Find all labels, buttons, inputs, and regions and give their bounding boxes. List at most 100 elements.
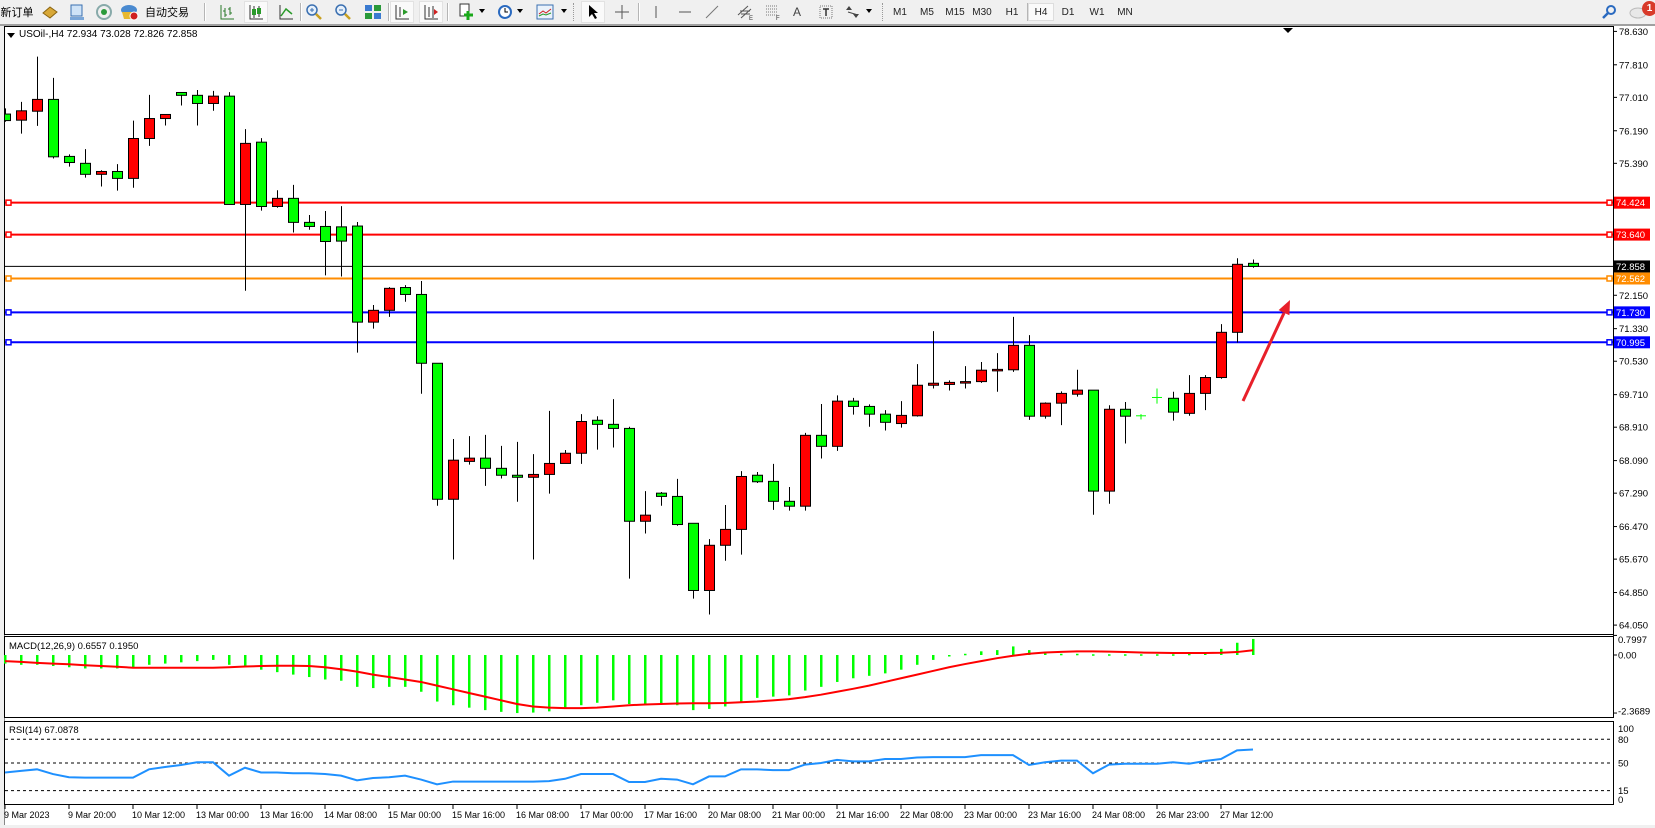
candlestick-icon[interactable] xyxy=(244,1,268,23)
timeframe-m30[interactable]: M30 xyxy=(972,6,992,18)
timeframe-mn[interactable]: MN xyxy=(1117,6,1133,18)
zoom-out-icon[interactable] xyxy=(332,2,354,22)
timeframe-m15[interactable]: M15 xyxy=(945,6,965,18)
timeframe-m1[interactable]: M1 xyxy=(893,6,907,18)
macd-histogram-bar xyxy=(84,655,87,669)
macd-histogram-bar xyxy=(260,655,263,670)
price-tick-label: 77.810 xyxy=(1619,60,1648,71)
macd-histogram-bar xyxy=(420,655,423,692)
text-icon[interactable]: A xyxy=(792,5,801,19)
candle-body xyxy=(16,110,27,121)
vertical-line-icon[interactable] xyxy=(645,2,667,22)
timeframe-h4[interactable]: H4 xyxy=(1028,3,1054,21)
macd-histogram-bar xyxy=(1236,642,1239,655)
candle-body xyxy=(432,362,443,500)
candle-body xyxy=(96,170,107,175)
trendline-icon[interactable] xyxy=(701,2,723,22)
candle-body xyxy=(1056,392,1067,404)
macd-tick-label: 0.7997 xyxy=(1618,635,1647,646)
time-tick-label: 27 Mar 12:00 xyxy=(1220,810,1273,820)
timeframe-d1[interactable]: D1 xyxy=(1061,6,1075,18)
macd-histogram-bar xyxy=(772,655,775,697)
line-chart-icon[interactable] xyxy=(275,2,297,22)
price-level-tag xyxy=(1614,196,1650,209)
cursor-icon[interactable] xyxy=(581,1,605,23)
candle-body xyxy=(944,381,955,385)
timeframe-m5[interactable]: M5 xyxy=(920,6,934,18)
market-watch-icon[interactable] xyxy=(39,2,61,22)
macd-histogram-bar xyxy=(916,655,919,665)
time-tick-label: 20 Mar 08:00 xyxy=(708,810,761,820)
timeframe-w1[interactable]: W1 xyxy=(1089,6,1105,18)
toolbar-grip[interactable] xyxy=(573,3,576,21)
time-tick-label: 23 Mar 00:00 xyxy=(964,810,1017,820)
equidistant-channel-icon[interactable]: E xyxy=(734,2,756,22)
text-label-icon[interactable] xyxy=(815,2,837,22)
indicators-icon[interactable] xyxy=(456,2,478,22)
auto-scroll-icon[interactable] xyxy=(390,1,414,23)
rsi-tick-label: 50 xyxy=(1618,759,1629,770)
macd-histogram-bar xyxy=(676,655,679,706)
arrow-annotation-head xyxy=(1278,300,1290,316)
data-window-icon[interactable] xyxy=(66,2,88,22)
bar-chart-icon[interactable] xyxy=(216,2,238,22)
chart-shift-icon[interactable] xyxy=(419,1,443,23)
macd-histogram-bar xyxy=(20,655,23,665)
tile-windows-icon[interactable] xyxy=(362,2,384,22)
candle-body xyxy=(1008,344,1019,371)
candle-body xyxy=(752,474,763,483)
periods-dropdown[interactable] xyxy=(517,9,523,13)
indicators-dropdown[interactable] xyxy=(479,9,485,13)
time-tick-label: 9 Mar 2023 xyxy=(4,810,50,820)
macd-histogram-bar xyxy=(468,655,471,708)
candle-body xyxy=(5,113,11,122)
macd-histogram-bar xyxy=(4,655,7,664)
candle-body xyxy=(1168,397,1179,413)
candle-body xyxy=(816,434,827,447)
time-tick-label: 24 Mar 08:00 xyxy=(1092,810,1145,820)
candle-body xyxy=(176,91,187,96)
price-level-tag-label: 72.562 xyxy=(1616,274,1645,285)
notification-badge[interactable]: 1 xyxy=(1642,1,1655,16)
candle-body xyxy=(448,459,459,500)
macd-histogram-bar xyxy=(1252,638,1255,655)
separator xyxy=(300,3,302,21)
fibonacci-icon[interactable]: F xyxy=(762,2,784,22)
macd-histogram-bar xyxy=(52,655,55,667)
time-tick-label: 13 Mar 16:00 xyxy=(260,810,313,820)
rsi-line xyxy=(4,748,1254,786)
new-order-button[interactable]: 新订单 xyxy=(0,7,34,19)
macd-histogram-bar xyxy=(196,655,199,662)
macd-histogram-bar xyxy=(516,655,519,714)
templates-icon[interactable] xyxy=(534,2,556,22)
horizontal-line-icon[interactable] xyxy=(674,2,696,22)
chart-window[interactable] xyxy=(4,26,1655,825)
macd-histogram-bar xyxy=(404,655,407,687)
macd-histogram-bar xyxy=(564,655,567,709)
navigator-icon[interactable] xyxy=(93,2,115,22)
toolbar-grip[interactable] xyxy=(882,3,885,21)
candle-body xyxy=(768,480,779,502)
crosshair-icon[interactable] xyxy=(611,2,633,22)
candle-body xyxy=(608,423,619,429)
zoom-in-icon[interactable] xyxy=(303,2,325,22)
candle-body xyxy=(416,293,427,364)
collapse-triangle-icon[interactable] xyxy=(7,33,15,38)
candle-body xyxy=(192,94,203,104)
macd-histogram-bar xyxy=(708,655,711,709)
arrows-icon[interactable] xyxy=(842,2,864,22)
periods-icon[interactable] xyxy=(494,2,516,22)
macd-histogram-bar xyxy=(1028,650,1031,655)
price-tick-label: 78.630 xyxy=(1619,27,1648,38)
candle-body xyxy=(576,420,587,454)
macd-histogram-bar xyxy=(596,655,599,703)
arrows-dropdown[interactable] xyxy=(866,9,872,13)
timeframe-h1[interactable]: H1 xyxy=(1005,6,1019,18)
templates-dropdown[interactable] xyxy=(561,9,567,13)
price-tick-label: 76.190 xyxy=(1619,126,1648,137)
macd-histogram-bar xyxy=(980,651,983,655)
auto-trading-button[interactable]: 自动交易 xyxy=(119,2,189,22)
search-icon[interactable] xyxy=(1598,2,1620,22)
price-level-tag-label: 74.424 xyxy=(1616,198,1645,209)
